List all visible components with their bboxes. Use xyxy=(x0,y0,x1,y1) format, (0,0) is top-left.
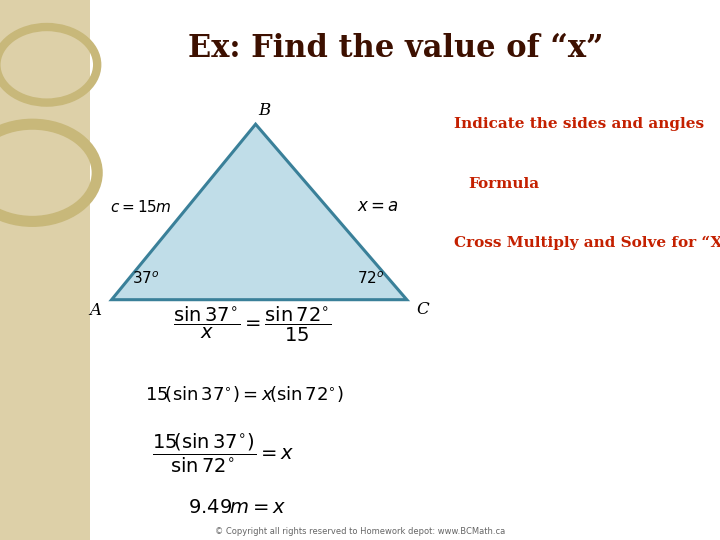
Text: $15\!\left(\sin 37^{\circ}\right)= x\!\left(\sin 72^{\circ}\right)$: $15\!\left(\sin 37^{\circ}\right)= x\!\l… xyxy=(145,384,344,404)
Text: $c = 15m$: $c = 15m$ xyxy=(109,199,171,214)
Text: $\dfrac{\sin 37^{\circ}}{x} = \dfrac{\sin 72^{\circ}}{15}$: $\dfrac{\sin 37^{\circ}}{x} = \dfrac{\si… xyxy=(173,305,331,343)
Polygon shape xyxy=(112,124,407,300)
Text: Indicate the sides and angles: Indicate the sides and angles xyxy=(454,117,703,131)
Text: B: B xyxy=(258,102,271,119)
Text: A: A xyxy=(90,302,102,319)
Text: $72^o$: $72^o$ xyxy=(357,271,384,287)
Text: $9.49m = x$: $9.49m = x$ xyxy=(189,498,287,517)
Text: Formula: Formula xyxy=(468,177,539,191)
Bar xyxy=(0,0,90,540)
Text: C: C xyxy=(416,301,429,318)
Text: © Copyright all rights reserved to Homework depot: www.BCMath.ca: © Copyright all rights reserved to Homew… xyxy=(215,526,505,536)
Text: $\mathit{x} = a$: $\mathit{x} = a$ xyxy=(357,198,399,215)
Text: Cross Multiply and Solve for “X”: Cross Multiply and Solve for “X” xyxy=(454,236,720,250)
Text: $\dfrac{15\!\left(\sin 37^{\circ}\right)}{\sin 72^{\circ}} = x$: $\dfrac{15\!\left(\sin 37^{\circ}\right)… xyxy=(152,432,294,475)
Text: Ex: Find the value of “x”: Ex: Find the value of “x” xyxy=(188,33,604,64)
Text: $37^o$: $37^o$ xyxy=(132,271,160,287)
